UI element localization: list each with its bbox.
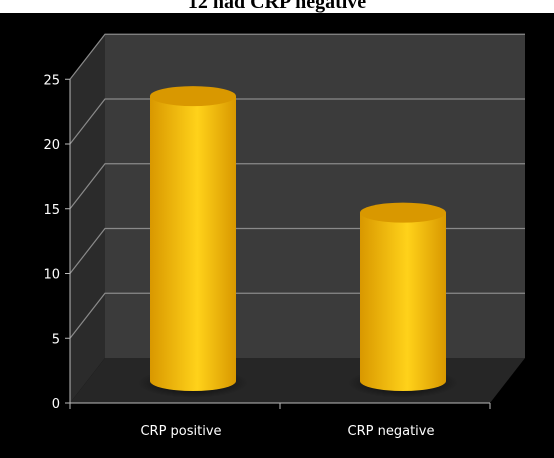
bar (348, 202, 458, 398)
y-tick-label: 10 (43, 268, 60, 283)
chart-walls (70, 34, 525, 403)
chart-area: 0 5 10 15 20 25 CRP positive CRP negative (0, 13, 554, 458)
bar-top (150, 86, 236, 107)
x-category-label: CRP negative (348, 424, 435, 439)
y-tick-label: 0 (52, 397, 60, 412)
y-tick-labels: 0 5 10 15 20 25 (43, 73, 60, 412)
side-wall (70, 34, 105, 403)
axes (65, 78, 491, 409)
y-tick-label: 15 (43, 203, 60, 218)
chart-title-fragment: 12 had CRP negative (187, 0, 367, 13)
x-category-labels: CRP positive CRP negative (140, 424, 434, 439)
bar-chart: 0 5 10 15 20 25 CRP positive CRP negative (43, 33, 525, 439)
gridline (69, 163, 525, 210)
y-tick-label: 20 (43, 138, 60, 153)
y-tick-label: 5 (52, 332, 60, 347)
bars (138, 86, 458, 398)
bar-body (150, 96, 236, 391)
bar (138, 86, 248, 398)
bar-body (360, 212, 446, 391)
gridline (69, 33, 525, 80)
y-tick-label: 25 (43, 73, 60, 88)
bar-top (360, 202, 446, 223)
x-category-label: CRP positive (140, 424, 221, 439)
gridline (69, 98, 525, 145)
